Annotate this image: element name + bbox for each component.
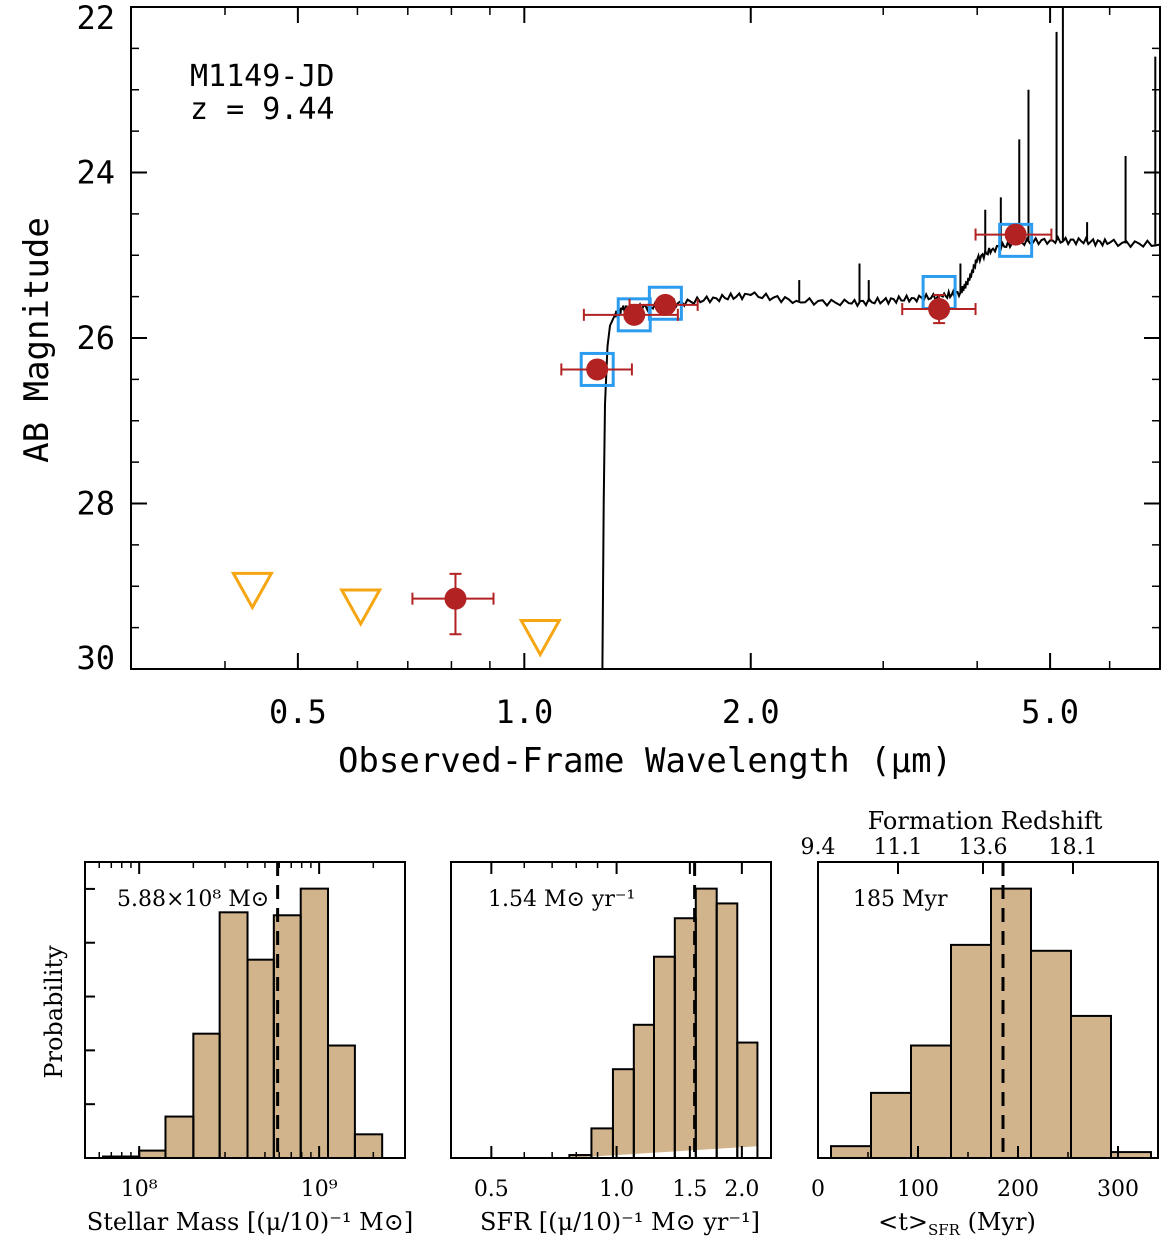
top-tick-label: 11.1 (874, 835, 923, 860)
histogram-bar (1070, 1014, 1112, 1159)
x-tick-label: 2.0 (724, 1177, 759, 1202)
y-tick-label: 28 (76, 485, 115, 523)
model-spectrum (601, 7, 1161, 670)
upper-limits (230, 571, 562, 658)
upper-limit-point (518, 619, 562, 658)
sed-annotation-redshift: z = 9.44 (190, 92, 335, 127)
y-tick-label: 22 (76, 0, 115, 37)
age-toplabel: Formation Redshift (868, 807, 1103, 835)
detection-point (628, 293, 699, 316)
spectrum-line (601, 234, 1161, 670)
x-tick-label: 300 (1097, 1177, 1139, 1202)
detection-point (901, 293, 977, 325)
upper-limit-point (230, 571, 274, 611)
mass-panel: 10⁸ 10⁹ 5.88×10⁸ M⊙ Stellar Mass [(μ/10)⁻… (40, 861, 413, 1236)
histogram-bar (326, 1044, 356, 1160)
sfr-histogram: 0.5 1.0 1.5 2.0 (474, 862, 759, 1202)
x-tick-label: 1.0 (495, 693, 553, 731)
x-tick-label: 5.0 (1021, 693, 1079, 731)
y-tick-label: 30 (76, 639, 115, 677)
x-tick-label: 2.0 (722, 693, 780, 731)
age-xlabel: <t>SFR (Myr) (878, 1208, 1036, 1238)
top-tick-label: 13.6 (959, 835, 1008, 860)
mass-histogram: 10⁸ 10⁹ (85, 862, 384, 1202)
detection-point (974, 223, 1053, 246)
y-tick-label: 24 (76, 154, 115, 192)
x-tick-label: 0.5 (269, 693, 327, 731)
age-panel: 0 100 200 300 9.4 11.1 13.6 18.1 185 Myr Format… (801, 807, 1159, 1238)
x-tick-label: 0 (811, 1177, 825, 1202)
histogram-bar (715, 902, 739, 1159)
sed-panel: 22 24 26 28 30 0.5 1.0 2.0 5.0 M1149-JD z = 9.44… (17, 0, 1161, 781)
histogram-bar (1110, 1151, 1152, 1159)
y-tick-label: 26 (76, 319, 115, 357)
detection-point (560, 358, 633, 381)
sfr-annotation: 1.54 M⊙ yr⁻¹ (488, 887, 635, 912)
sfr-xlabel: SFR [(μ/10)⁻¹ M⊙ yr⁻¹] (480, 1208, 760, 1236)
x-tick-label: 1.0 (599, 1177, 634, 1202)
hist-ylabel: Probability (40, 945, 68, 1079)
top-tick-label: 18.1 (1049, 835, 1098, 860)
histogram-bar (736, 1041, 759, 1160)
detections (411, 223, 1053, 636)
x-tick-label: 10⁹ (301, 1177, 338, 1202)
model-photometry-point (647, 285, 683, 321)
histogram-fill (569, 888, 758, 1158)
sfr-panel: 0.5 1.0 1.5 2.0 1.54 M⊙ yr⁻¹ SFR [(μ/10)⁻¹ … (450, 861, 772, 1236)
x-tick-label: 1.5 (672, 1177, 707, 1202)
x-tick-label: 200 (997, 1177, 1039, 1202)
histogram-bar (299, 887, 329, 1159)
sed-ticks: 22 24 26 28 30 0.5 1.0 2.0 5.0 (76, 0, 1161, 731)
histogram-fill (103, 888, 383, 1158)
top-tick-label: 9.4 (801, 835, 836, 860)
upper-limit-point (339, 588, 383, 628)
age-annotation: 185 Myr (853, 887, 948, 912)
x-tick-label: 0.5 (474, 1177, 509, 1202)
sed-annotation-name: M1149-JD (190, 59, 335, 94)
age-histogram: 0 100 200 300 9.4 11.1 13.6 18.1 (801, 835, 1152, 1202)
x-tick-label: 10⁸ (121, 1177, 158, 1202)
sed-ylabel: AB Magnitude (17, 217, 57, 463)
x-tick-label: 100 (897, 1177, 939, 1202)
sed-xlabel: Observed-Frame Wavelength (μm) (338, 741, 952, 781)
detection-point (411, 572, 495, 636)
mass-xlabel: Stellar Mass [(μ/10)⁻¹ M⊙] (87, 1208, 413, 1236)
histogram-bar (353, 1133, 384, 1159)
mass-annotation: 5.88×10⁸ M⊙ (117, 887, 269, 912)
